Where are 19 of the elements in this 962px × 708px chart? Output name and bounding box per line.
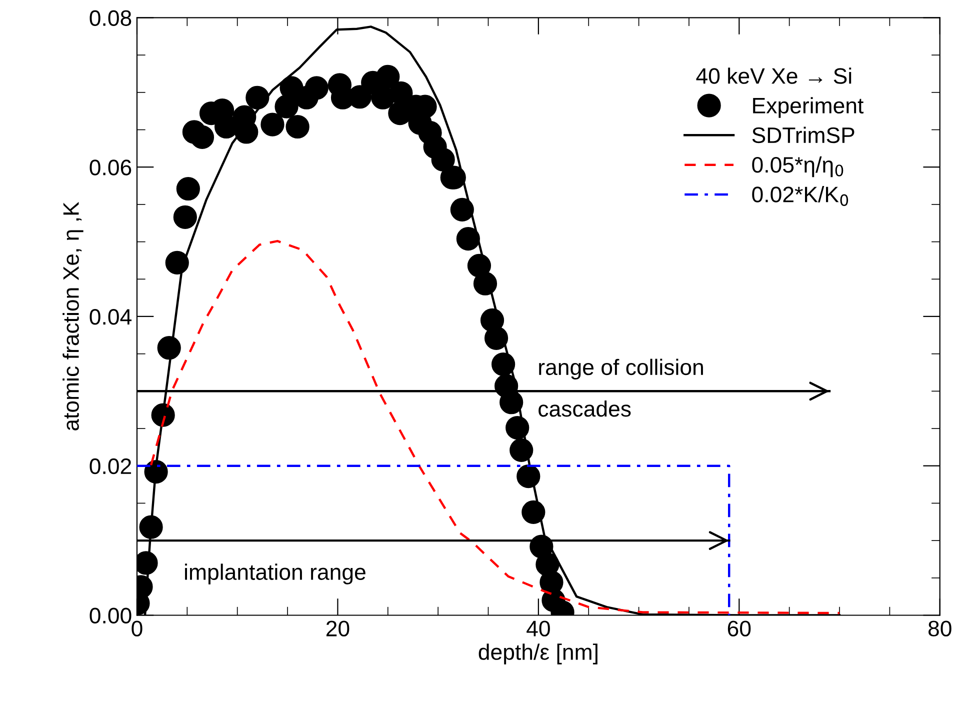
x-tick-label: 80 [928, 620, 952, 636]
y-tick-label: 0.02 [90, 458, 132, 474]
annotation: range of collision cascades [538, 358, 703, 417]
x-tick-label: 0 [132, 620, 142, 636]
y-axis-title: atomic fraction Xe, η ,K [62, 202, 84, 430]
y-tick-label: 0.06 [90, 160, 132, 176]
legend-label: Experiment [753, 97, 864, 118]
x-tick-label: 20 [326, 620, 350, 636]
x-tick-label: 60 [728, 620, 751, 636]
legend-label: 0.02*K/K$_{0}$ [752, 186, 848, 206]
x-tick-label: 40 [526, 620, 550, 636]
legend-label: 0.05*η/η$_{0}$ [752, 156, 844, 178]
legend-label: SDTrimSP [752, 126, 854, 144]
x-axis-title: depth/ε [nm] [478, 644, 598, 664]
y-tick-label: 0.00 [90, 608, 132, 624]
y-tick-label: 0.08 [90, 10, 132, 26]
annotation: implantation range [185, 564, 366, 584]
legend-title: 40 keV Xe → Si [696, 68, 852, 84]
y-tick-label: 0.04 [90, 309, 132, 325]
